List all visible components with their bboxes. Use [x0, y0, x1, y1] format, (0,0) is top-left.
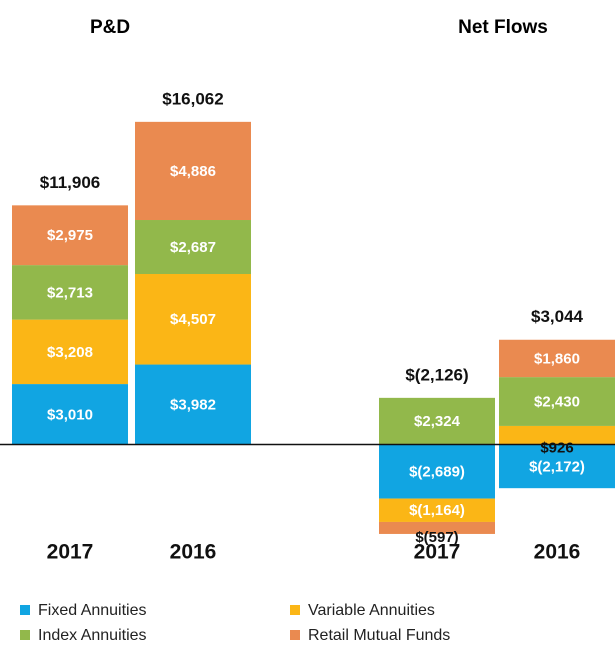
x-tick-label: 2017	[414, 541, 461, 564]
legend-swatch	[290, 630, 300, 640]
panel-title: Net Flows	[458, 17, 548, 38]
total-label: $11,906	[40, 173, 101, 192]
bar-segment	[12, 384, 128, 445]
bar-segment	[379, 397, 495, 445]
bar-segment	[135, 364, 251, 445]
bar-segment	[379, 498, 495, 522]
value-label: $(597)	[415, 529, 458, 546]
value-label: $2,430	[534, 393, 580, 410]
legend-swatch	[290, 605, 300, 615]
bar-segment	[499, 377, 615, 426]
value-label: $4,886	[170, 163, 216, 180]
value-label: $2,713	[47, 284, 93, 301]
legend-swatch	[20, 605, 30, 615]
total-label: $(2,126)	[405, 365, 468, 384]
value-label: $2,975	[47, 227, 93, 244]
x-tick-label: 2017	[47, 541, 94, 564]
value-label: $3,982	[170, 397, 216, 414]
bar-segment	[12, 319, 128, 385]
total-label: $3,044	[531, 307, 584, 326]
bar-segment	[135, 220, 251, 274]
legend-label: Fixed Annuities	[38, 602, 147, 619]
value-label: $926	[540, 440, 573, 457]
legend-label: Index Annuities	[38, 627, 147, 644]
bar-segment	[379, 444, 495, 499]
bar-segment	[12, 265, 128, 320]
bar-segment	[499, 425, 615, 445]
value-label: $2,324	[414, 413, 461, 430]
value-label: $(2,689)	[409, 464, 465, 481]
total-label: $16,062	[162, 89, 223, 108]
value-label: $(2,172)	[529, 458, 585, 475]
value-label: $3,208	[47, 344, 93, 361]
legend-swatch	[20, 630, 30, 640]
value-label: $2,687	[170, 239, 216, 256]
value-label: $1,860	[534, 350, 580, 367]
value-label: $(1,164)	[409, 502, 465, 519]
value-label: $4,507	[170, 311, 216, 328]
bar-segment	[135, 273, 251, 365]
panel-title: P&D	[90, 17, 130, 38]
value-label: $3,010	[47, 406, 93, 423]
bar-segment	[135, 121, 251, 221]
bar-segment	[12, 205, 128, 266]
bar-segment	[499, 444, 615, 489]
x-tick-label: 2016	[170, 541, 217, 564]
legend-label: Retail Mutual Funds	[308, 627, 450, 644]
x-tick-label: 2016	[534, 541, 581, 564]
bar-segment	[379, 521, 495, 534]
bar-segment	[499, 339, 615, 378]
legend-label: Variable Annuities	[308, 602, 435, 619]
